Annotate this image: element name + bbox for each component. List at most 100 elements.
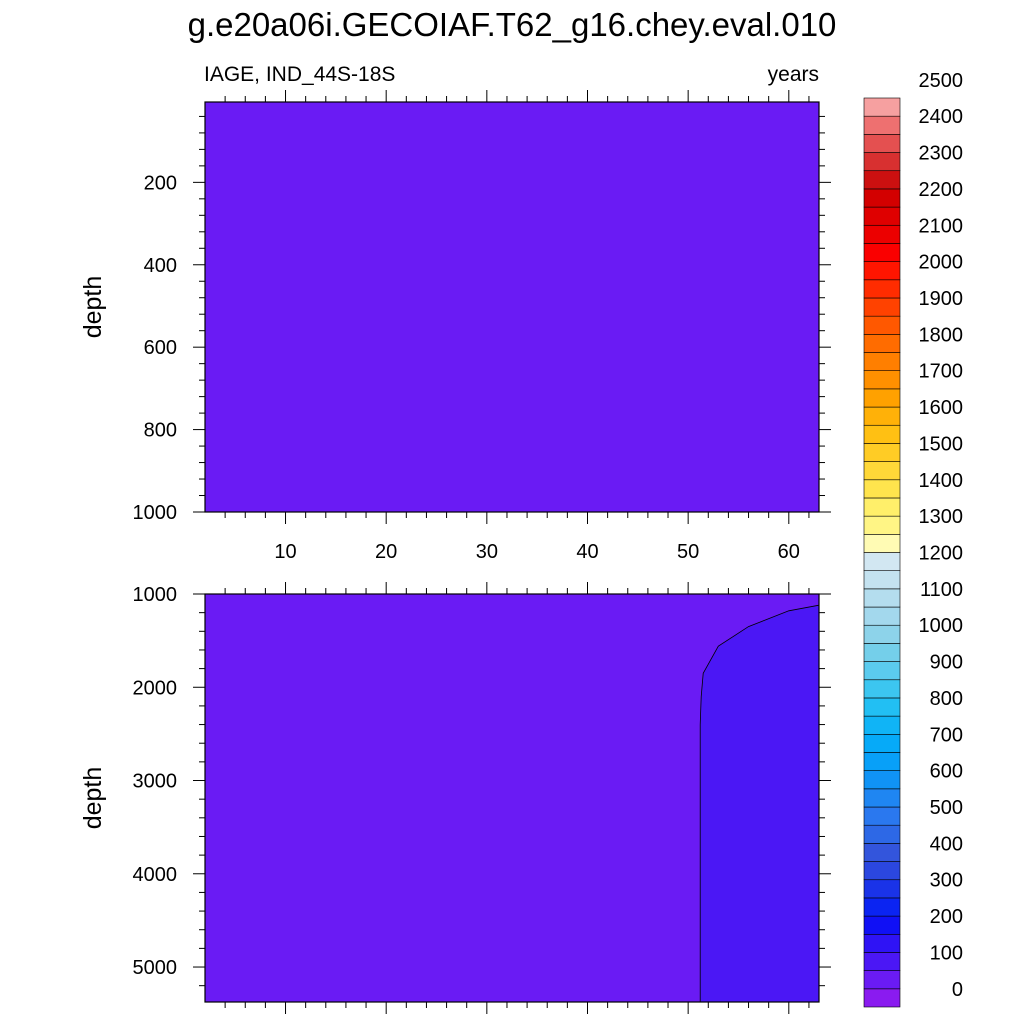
colorbar-box [863,915,901,935]
colorbar-box [863,643,901,662]
colorbar-label: 2300 [919,143,964,165]
colorbar-label: 1400 [919,470,964,492]
x-tick-label: 40 [576,541,598,563]
colorbar-box [863,115,901,135]
units-label: years [768,63,819,86]
colorbar-box [863,897,901,917]
colorbar-box [863,552,901,571]
colorbar-box [863,952,901,971]
colorbar-box [863,479,901,499]
colorbar-box [863,824,901,844]
colorbar-label: 1500 [919,433,964,455]
colorbar-label: 900 [930,652,963,674]
x-tick-label: 10 [274,541,296,563]
colorbar-box [863,879,901,899]
x-tick-label: 60 [778,541,800,563]
plot-frame [204,593,820,1003]
colorbar-box [863,679,901,699]
x-tick-label: 50 [677,541,699,563]
colorbar-box [863,297,901,317]
colorbar-label: 100 [930,942,963,964]
colorbar-box [863,715,901,735]
plot-frame [204,101,820,513]
colorbar-box [863,370,901,390]
colorbar-box [863,606,901,626]
colorbar-box [863,624,901,644]
panel-lower: 1000 2000 3000 4000 5000 depth [79,582,831,1014]
colorbar-label: 2500 [919,70,964,92]
colorbar-label: 300 [930,870,963,892]
colorbar-box [863,788,901,808]
colorbar-label: 2100 [919,215,964,237]
colorbar-label: 1600 [919,397,964,419]
colorbar-box [863,661,901,681]
colorbar-box [863,170,901,190]
colorbar-box [863,588,901,608]
colorbar-box [863,97,901,117]
x-tick-label: 20 [375,541,397,563]
colorbar-label: 0 [952,979,963,1001]
colorbar-label: 500 [930,797,963,819]
colorbar-label: 1900 [919,288,964,310]
colorbar-label: 1200 [919,543,964,565]
colorbar-box [863,243,901,262]
y-tick-label: 4000 [133,864,178,886]
plot-panels: 10 20 30 40 50 60 200 400 600 800 1000 depth 1000 200… [79,90,831,1014]
colorbar-box [863,261,901,281]
colorbar-box [863,461,901,481]
colorbar-box [863,988,901,1008]
colorbar-label: 700 [930,724,963,746]
colorbar-box [863,861,901,881]
colorbar-label: 800 [930,688,963,710]
colorbar-box [863,443,901,462]
contour-fill [205,102,819,512]
colorbar-box [863,733,901,753]
colorbar-box [863,188,901,208]
colorbar-box [863,534,901,553]
colorbar-box [863,770,901,790]
colorbar-box [863,206,901,226]
colorbar-box [863,933,901,953]
colorbar-box [863,697,901,717]
colorbar-label: 1800 [919,324,964,346]
colorbar-label: 2400 [919,106,964,128]
y-tick-label: 1000 [133,584,178,606]
colorbar-box [863,315,901,335]
colorbar-box [863,334,901,353]
colorbar-legend: 0 100 200 300 400 500 600 700 800 900 1000 1100 1200… [863,70,964,1008]
chart-title: g.e20a06i.GECOIAF.T62_g16.chey.eval.010 [188,6,837,43]
contour-region [700,605,819,1002]
x-tick-label: 30 [476,541,498,563]
variable-label: IAGE, IND_44S-18S [204,63,395,86]
colorbar-box [863,279,901,299]
colorbar-box [863,806,901,826]
colorbar-box [863,152,901,172]
contour-line [699,604,820,1002]
colorbar-box [863,352,901,371]
colorbar-label: 1300 [919,506,964,528]
colorbar-label: 2200 [919,179,964,201]
y-axis-title: depth [79,767,107,830]
colorbar-box [863,843,901,862]
colorbar-box [863,388,901,408]
colorbar-box [863,497,901,517]
panel-upper: 10 20 30 40 50 60 200 400 600 800 1000 depth [79,90,831,563]
y-tick-label: 1000 [133,502,178,524]
colorbar-box [863,134,901,153]
colorbar-label: 400 [930,833,963,855]
colorbar-label: 1000 [919,615,964,637]
colorbar-label: 2000 [919,252,964,274]
colorbar-box [863,424,901,444]
y-tick-label: 800 [144,420,177,442]
y-tick-label: 2000 [133,677,178,699]
colorbar-label: 1700 [919,361,964,383]
y-tick-label: 5000 [133,957,178,979]
colorbar-box [863,224,901,244]
y-tick-label: 200 [144,172,177,194]
colorbar-box [863,752,901,771]
colorbar-label: 600 [930,761,963,783]
y-tick-label: 600 [144,337,177,359]
colorbar-label: 1100 [920,579,963,601]
colorbar-box [863,970,901,990]
